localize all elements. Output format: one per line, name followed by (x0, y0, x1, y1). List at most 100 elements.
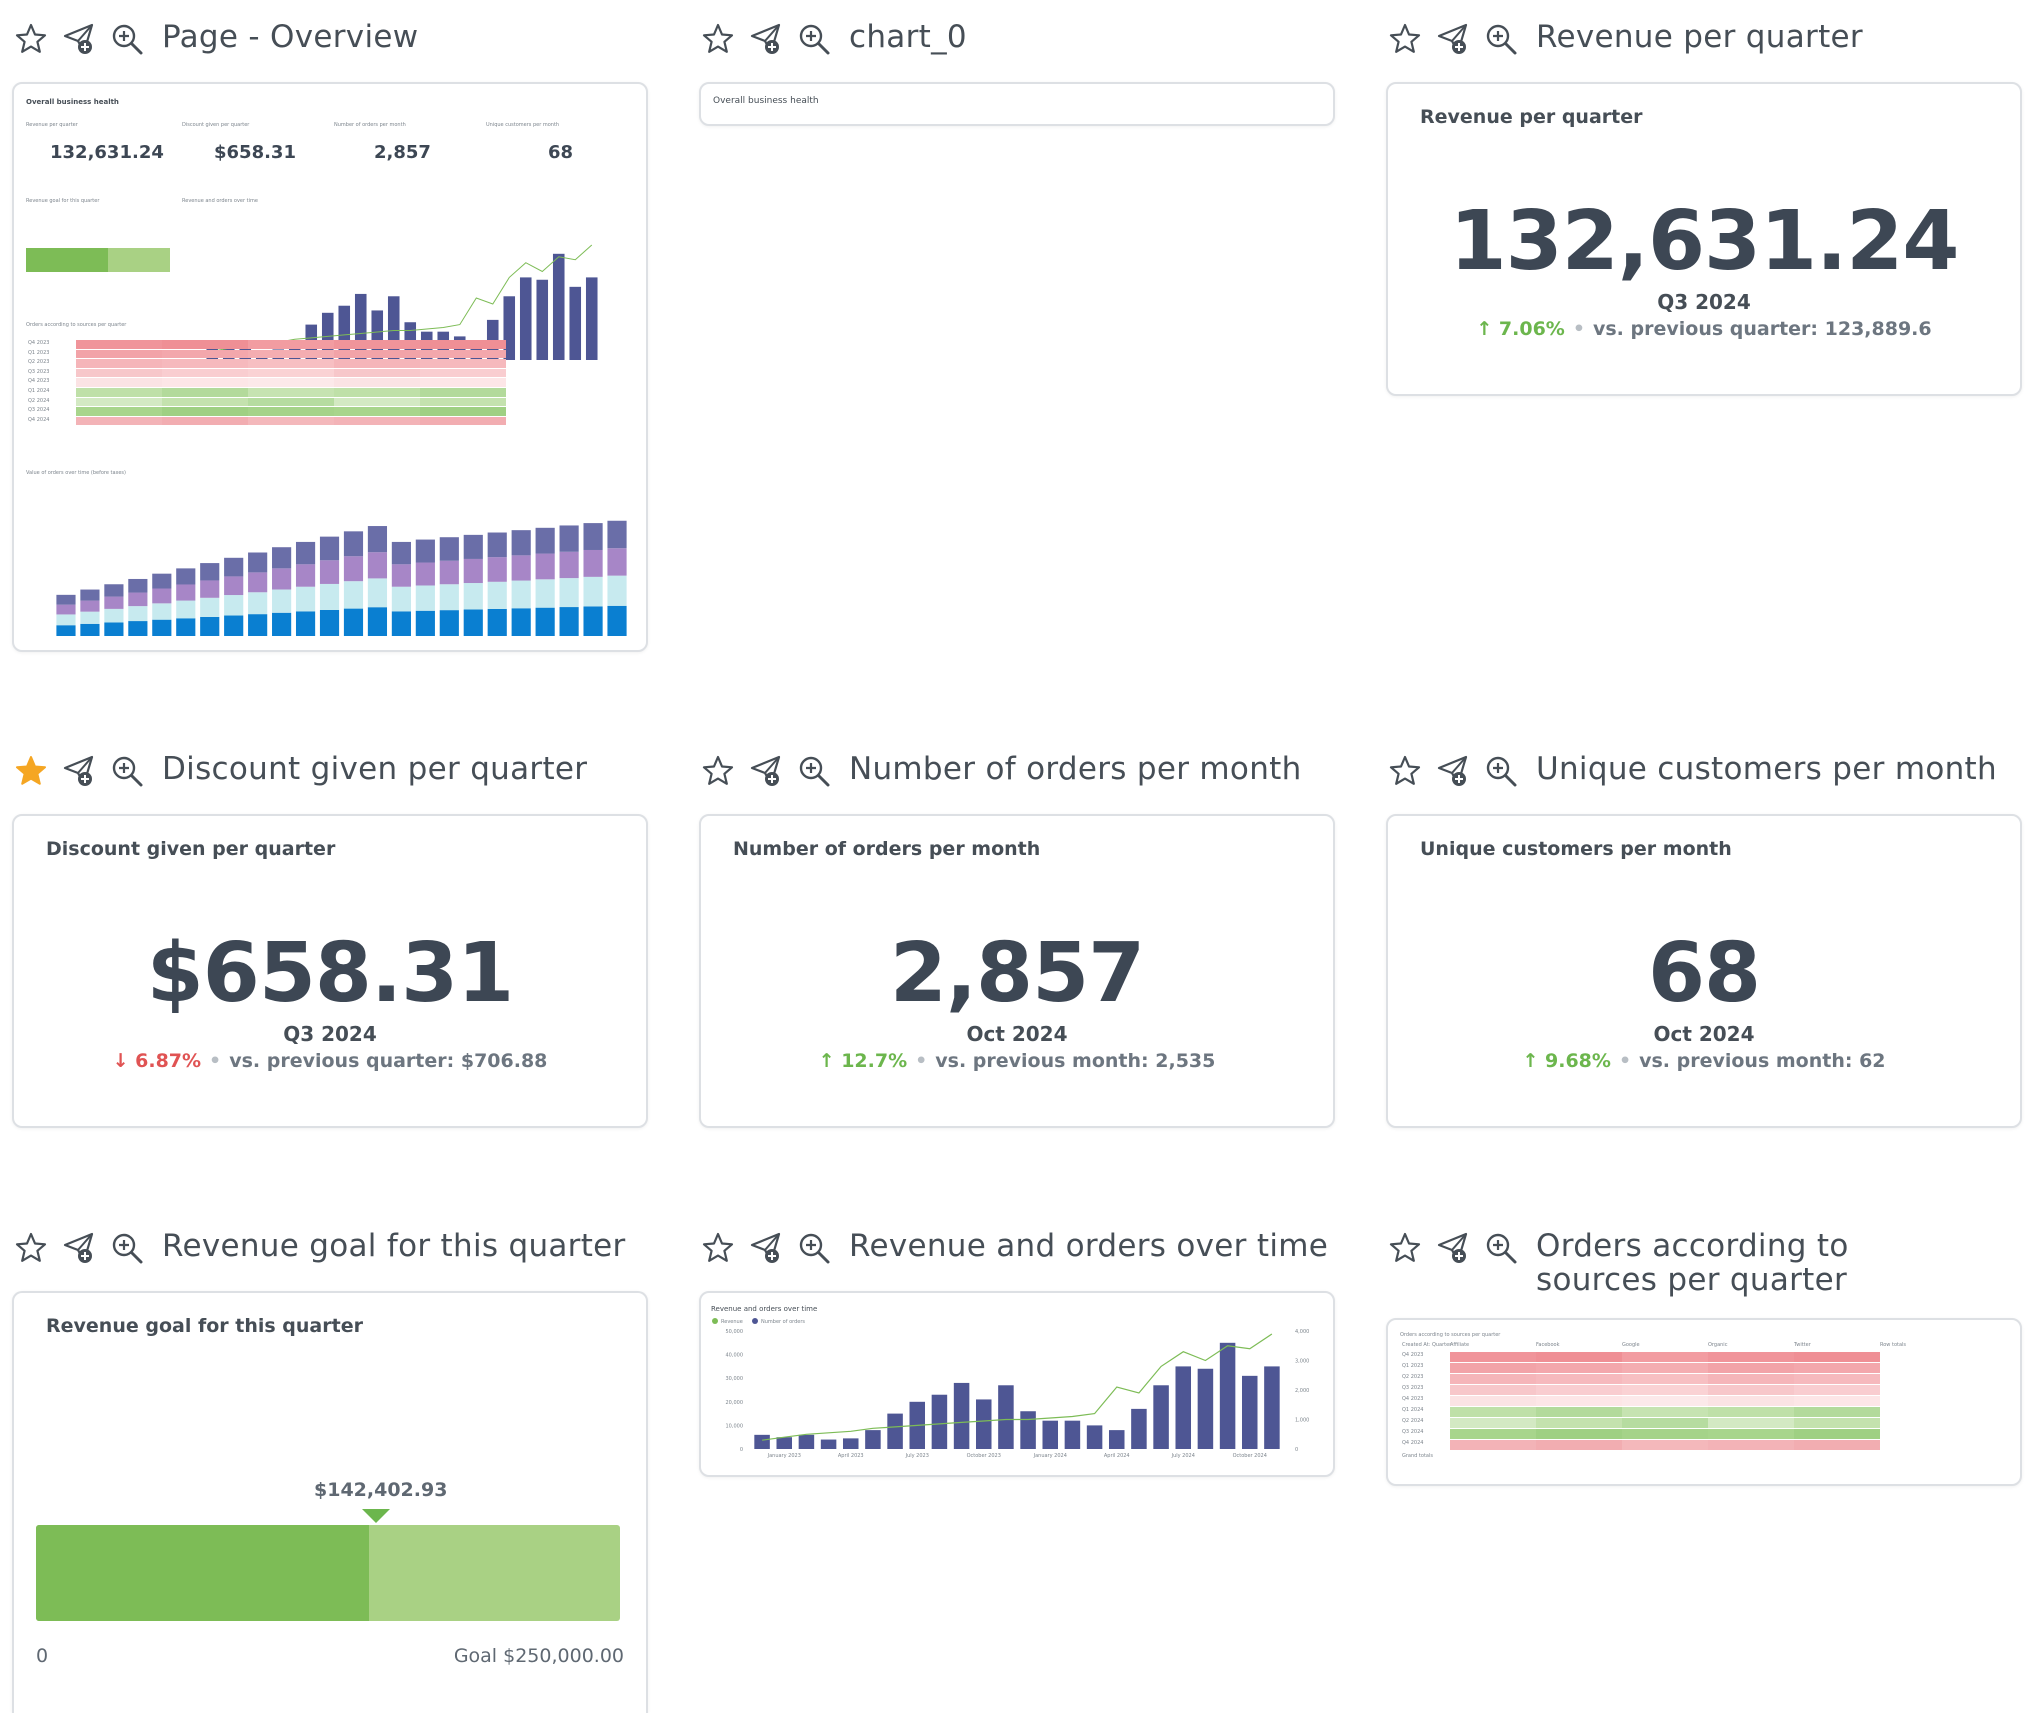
kpi-card[interactable]: Number of orders per month 2,857 Oct 202… (699, 814, 1335, 1128)
stack-segment (248, 592, 268, 615)
table-cell (162, 397, 248, 407)
table-row-label: Q2 2023 (28, 359, 50, 366)
send-add-icon[interactable] (749, 754, 783, 788)
star-icon[interactable] (701, 22, 735, 56)
stack-segment (319, 583, 340, 610)
dashboard-thumbnail[interactable]: Overall business health Revenue per quar… (12, 82, 648, 652)
table-cell (1536, 1352, 1622, 1362)
stack-segment (176, 568, 196, 585)
stack-segment (319, 536, 340, 561)
table-row-label: Q3 2024 (1402, 1429, 1424, 1435)
kpi-value: $658.31 (146, 926, 514, 1021)
table-cell (1622, 1352, 1708, 1362)
table-cell (1622, 1440, 1708, 1450)
stack-segment (80, 600, 100, 612)
table-cell (162, 349, 248, 359)
table-row-label: Q4 2023 (1402, 1396, 1424, 1402)
send-add-icon[interactable] (1436, 22, 1470, 56)
stack-segment (128, 578, 148, 593)
bar (519, 277, 532, 360)
table-cell (334, 368, 420, 378)
star-icon[interactable] (14, 22, 48, 56)
revenue-orders-thumbnail[interactable]: Revenue and orders over time Revenue Numbe… (699, 1291, 1335, 1477)
star-icon[interactable] (1388, 1231, 1422, 1265)
star-icon[interactable] (14, 1231, 48, 1265)
table-cell (420, 368, 506, 378)
stack-segment (80, 589, 100, 601)
star-icon[interactable] (701, 1231, 735, 1265)
zoom-in-icon[interactable] (1484, 754, 1518, 788)
table-cell (76, 368, 162, 378)
table-cell (1794, 1363, 1880, 1373)
stack-segment (439, 584, 459, 611)
x-tick: October 2023 (967, 1453, 1001, 1459)
bar (953, 1382, 970, 1449)
table-cell (334, 397, 420, 407)
stack-segment (511, 580, 531, 609)
stack-segment (583, 549, 603, 577)
stack-segment (583, 523, 603, 550)
tile-orders-sources: Orders according to sources per quarter … (1386, 1223, 2022, 1486)
stack-segment (319, 609, 340, 636)
table-cell (1622, 1374, 1708, 1384)
star-filled-icon[interactable] (14, 754, 48, 788)
zoom-in-icon[interactable] (1484, 22, 1518, 56)
goal-title: Revenue goal for this quarter (46, 1315, 363, 1337)
star-icon[interactable] (1388, 754, 1422, 788)
table-cell (248, 388, 334, 397)
bar (1264, 1366, 1280, 1449)
send-add-icon[interactable] (62, 1231, 96, 1265)
zoom-in-icon[interactable] (110, 754, 144, 788)
send-add-icon[interactable] (62, 754, 96, 788)
stack-segment (295, 564, 316, 587)
stack-segment (391, 586, 411, 612)
thumb-table-title: Orders according to sources per quarter (26, 322, 127, 328)
legend-swatch (752, 1318, 758, 1324)
send-add-icon[interactable] (749, 1231, 783, 1265)
goal-card[interactable]: Revenue goal for this quarter $142,402.9… (12, 1291, 648, 1713)
star-icon[interactable] (1388, 22, 1422, 56)
stack-segment (391, 611, 411, 636)
kpi-card[interactable]: Discount given per quarter $658.31 Q3 20… (12, 814, 648, 1128)
table-header: Affiliate (1450, 1342, 1470, 1348)
kpi-comparison: ↑ 9.68% • vs. previous month: 62 (1388, 1050, 2020, 1072)
bar (754, 1434, 770, 1449)
kpi-card[interactable]: Unique customers per month 68 Oct 2024 ↑… (1386, 814, 2022, 1128)
zoom-in-icon[interactable] (1484, 1231, 1518, 1265)
zoom-in-icon[interactable] (797, 1231, 831, 1265)
tile-title: Revenue goal for this quarter (162, 1228, 626, 1264)
orders-sources-thumbnail[interactable]: Orders according to sources per quarter … (1386, 1318, 2022, 1486)
kpi-title: Discount given per quarter (46, 838, 336, 860)
legend-swatch (712, 1318, 718, 1324)
kpi-card[interactable]: Revenue per quarter 132,631.24 Q3 2024 ↑… (1386, 82, 2022, 396)
chart0-thumbnail[interactable]: Overall business health (699, 82, 1335, 126)
x-tick: April 2024 (1104, 1453, 1130, 1459)
star-icon[interactable] (701, 754, 735, 788)
table-cell (1708, 1396, 1794, 1406)
send-add-icon[interactable] (1436, 754, 1470, 788)
stack-segment (104, 584, 124, 597)
tile-header: Revenue and orders over time (699, 1223, 1333, 1283)
stack-segment (559, 551, 579, 579)
table-cell (76, 416, 162, 426)
table-cell (1450, 1418, 1536, 1428)
stack-segment (248, 572, 268, 593)
table-cell (1708, 1429, 1794, 1439)
table-cell (1622, 1396, 1708, 1406)
table-cell (334, 388, 420, 397)
stack-segment (511, 530, 531, 556)
send-add-icon[interactable] (749, 22, 783, 56)
table-cell (420, 349, 506, 359)
table-cell (1794, 1396, 1880, 1406)
zoom-in-icon[interactable] (110, 22, 144, 56)
zoom-in-icon[interactable] (797, 754, 831, 788)
zoom-in-icon[interactable] (797, 22, 831, 56)
send-add-icon[interactable] (1436, 1231, 1470, 1265)
send-add-icon[interactable] (62, 22, 96, 56)
bar (536, 279, 549, 360)
bar (931, 1394, 948, 1449)
table-cell (1622, 1385, 1708, 1395)
x-tick: January 2024 (1033, 1453, 1067, 1459)
kpi-value: 68 (1647, 926, 1761, 1021)
zoom-in-icon[interactable] (110, 1231, 144, 1265)
